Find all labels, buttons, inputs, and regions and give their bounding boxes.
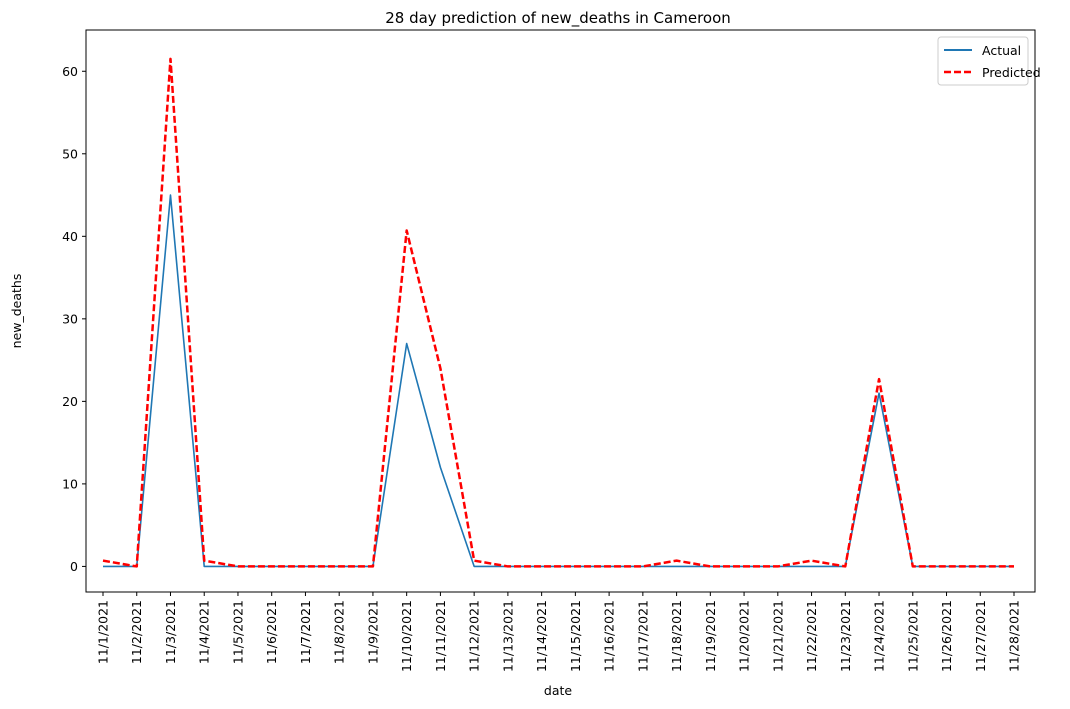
y-tick-label: 40 [62,229,78,244]
x-tick-label: 11/17/2021 [635,600,650,672]
x-tick-label: 11/18/2021 [669,600,684,672]
x-tick-label: 11/5/2021 [230,600,245,664]
y-tick-label: 50 [62,146,78,161]
y-axis-label: new_deaths [9,274,24,349]
x-tick-label: 11/26/2021 [939,600,954,672]
x-tick-label: 11/4/2021 [197,600,212,664]
series-line-actual [103,194,1014,568]
x-tick-label: 11/13/2021 [500,600,515,672]
x-axis: 11/1/2021 11/2/2021 11/3/2021 11/4/2021 11/5… [96,592,1022,672]
x-tick-label: 11/21/2021 [770,600,785,672]
legend: Actual Predicted [937,36,1041,86]
y-tick-label: 60 [62,64,78,79]
x-tick-label: 11/10/2021 [399,600,414,672]
x-tick-label: 11/9/2021 [365,600,380,664]
x-tick-label: 11/11/2021 [433,600,448,672]
x-tick-label: 11/25/2021 [905,600,920,672]
y-axis: 0 10 20 30 40 50 60 [62,64,86,574]
x-tick-label: 11/8/2021 [332,600,347,664]
legend-label-predicted: Predicted [982,65,1041,80]
x-tick-label: 11/14/2021 [534,600,549,672]
x-tick-label: 11/20/2021 [737,600,752,672]
y-tick-label: 20 [62,394,78,409]
chart-title: 28 day prediction of new_deaths in Camer… [385,9,731,28]
x-tick-label: 11/27/2021 [973,600,988,672]
x-tick-label: 11/15/2021 [568,600,583,672]
x-tick-label: 11/2/2021 [129,600,144,664]
x-tick-label: 11/12/2021 [467,600,482,672]
x-tick-label: 11/23/2021 [838,600,853,672]
x-tick-label: 11/22/2021 [804,600,819,672]
x-tick-label: 11/6/2021 [264,600,279,664]
x-tick-label: 11/19/2021 [703,600,718,672]
legend-label-actual: Actual [982,43,1021,58]
x-tick-label: 11/24/2021 [872,600,887,672]
series-layer [102,57,1014,568]
plot-area [85,29,1036,593]
y-tick-label: 0 [70,559,78,574]
y-tick-label: 10 [62,476,78,491]
series-line-predicted [102,57,1014,568]
x-tick-label: 11/16/2021 [602,600,617,672]
x-tick-label: 11/28/2021 [1007,600,1022,672]
x-axis-label: date [544,683,572,698]
y-tick-label: 30 [62,311,78,326]
x-tick-label: 11/3/2021 [163,600,178,664]
x-tick-label: 11/7/2021 [298,600,313,664]
x-tick-label: 11/1/2021 [96,600,111,664]
